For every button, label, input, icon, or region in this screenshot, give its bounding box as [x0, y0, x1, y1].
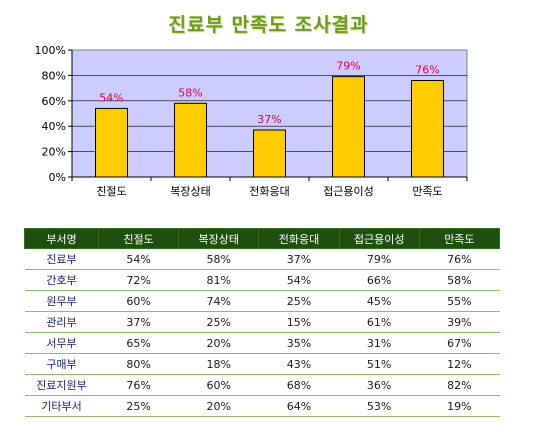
score-cell: 76%: [98, 374, 179, 396]
score-cell: 55%: [419, 290, 500, 312]
score-cell: 37%: [258, 248, 340, 270]
department-name-cell: 진료지원부: [24, 374, 99, 396]
column-header: 친절도: [97, 228, 180, 249]
score-cell: 54%: [98, 248, 179, 270]
y-tick-label: 0%: [49, 171, 66, 184]
score-cell: 25%: [178, 311, 259, 333]
satisfaction-table: 부서명 친절도 복장상태 전화응대 접근용이성 만족도 진료부 54% 58% 37% 79% 76…: [24, 228, 501, 417]
score-cell: 25%: [98, 395, 179, 417]
score-cell: 43%: [258, 353, 340, 375]
score-cell: 18%: [178, 353, 259, 375]
score-cell: 53%: [339, 395, 420, 417]
y-tick-label: 80%: [42, 69, 66, 82]
y-tick-label: 40%: [42, 120, 66, 133]
score-cell: 72%: [98, 269, 179, 291]
score-cell: 58%: [178, 248, 259, 270]
department-name-cell: 진료부: [24, 248, 99, 270]
department-name-cell: 서무부: [24, 332, 99, 354]
table-row: 서무부 65% 20% 35% 31% 67%: [24, 332, 500, 354]
score-cell: 67%: [419, 332, 500, 354]
table-row: 원무부 60% 74% 25% 45% 55%: [24, 290, 500, 312]
score-cell: 81%: [178, 269, 259, 291]
bar: [253, 129, 286, 178]
data-label: 58%: [178, 86, 202, 99]
score-cell: 61%: [339, 311, 420, 333]
score-cell: 60%: [98, 290, 179, 312]
score-cell: 54%: [258, 269, 340, 291]
score-cell: 36%: [339, 374, 420, 396]
y-tick-label: 60%: [42, 95, 66, 108]
column-header: 전화응대: [258, 228, 340, 249]
column-header-department: 부서명: [24, 228, 99, 249]
department-name-cell: 간호부: [24, 269, 99, 291]
score-cell: 39%: [419, 311, 500, 333]
score-cell: 37%: [98, 311, 179, 333]
score-cell: 45%: [339, 290, 420, 312]
score-cell: 31%: [339, 332, 420, 354]
table-row: 간호부 72% 81% 54% 66% 58%: [24, 269, 500, 291]
bar: [332, 76, 365, 178]
bar: [95, 107, 128, 178]
table-row: 구매부 80% 18% 43% 51% 12%: [24, 353, 500, 375]
score-cell: 35%: [258, 332, 340, 354]
score-cell: 51%: [339, 353, 420, 375]
data-label: 37%: [257, 113, 281, 126]
department-name-cell: 기타부서: [24, 395, 99, 417]
table-row: 관리부 37% 25% 15% 61% 39%: [24, 311, 500, 333]
score-cell: 79%: [339, 248, 420, 270]
column-header: 만족도: [418, 228, 501, 249]
column-header: 복장상태: [178, 228, 260, 249]
score-cell: 25%: [258, 290, 340, 312]
score-cell: 15%: [258, 311, 340, 333]
department-name-cell: 원무부: [24, 290, 99, 312]
bar: [411, 79, 444, 178]
score-cell: 68%: [258, 374, 340, 396]
score-cell: 20%: [178, 395, 259, 417]
score-cell: 60%: [178, 374, 259, 396]
score-cell: 64%: [258, 395, 340, 417]
score-cell: 12%: [419, 353, 500, 375]
y-tick-label: 100%: [35, 44, 66, 57]
table-row: 진료지원부 76% 60% 68% 36% 82%: [24, 374, 500, 396]
x-tick-label: 복장상태: [170, 185, 210, 198]
table-row: 기타부서 25% 20% 64% 53% 19%: [24, 395, 500, 417]
department-name-cell: 관리부: [24, 311, 99, 333]
score-cell: 80%: [98, 353, 179, 375]
data-label: 54%: [99, 91, 123, 104]
bar: [174, 102, 207, 178]
x-tick-label: 전화응대: [249, 185, 289, 198]
x-tick-label: 만족도: [412, 185, 442, 198]
table-header-row: 부서명 친절도 복장상태 전화응대 접근용이성 만족도: [24, 228, 501, 249]
score-cell: 65%: [98, 332, 179, 354]
score-cell: 76%: [419, 248, 500, 270]
department-name-cell: 구매부: [24, 353, 99, 375]
x-tick-label: 접근용이성: [323, 185, 374, 198]
column-header: 접근용이성: [338, 228, 420, 249]
table-row: 진료부 54% 58% 37% 79% 76%: [24, 248, 500, 270]
page-title: 진료부 만족도 조사결과: [168, 14, 369, 36]
score-cell: 58%: [419, 269, 500, 291]
data-label: 76%: [415, 63, 439, 76]
score-cell: 19%: [419, 395, 500, 417]
bar-chart: 0% 20% 40% 60% 80% 100% 54% 58% 37% 79% 76% 친절도 복장…: [35, 44, 468, 198]
data-label: 79%: [336, 60, 360, 73]
x-tick-label: 친절도: [96, 185, 126, 198]
y-tick-label: 20%: [42, 146, 66, 159]
score-cell: 82%: [419, 374, 500, 396]
score-cell: 66%: [339, 269, 420, 291]
score-cell: 20%: [178, 332, 259, 354]
score-cell: 74%: [178, 290, 259, 312]
